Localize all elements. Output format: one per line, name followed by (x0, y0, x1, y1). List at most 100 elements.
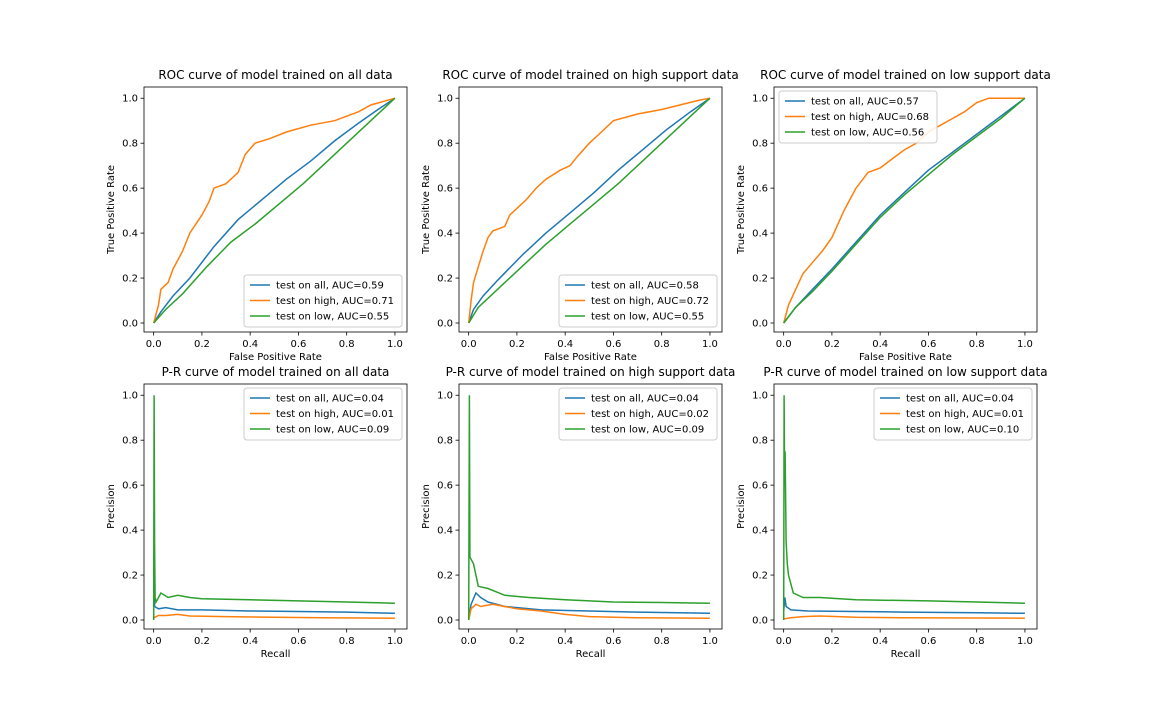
legend-box (778, 90, 938, 144)
x-axis-label: Recall (261, 649, 291, 660)
x-tick-label: 0.6 (290, 339, 306, 350)
x-tick-label: 0.2 (824, 636, 840, 647)
chart-title: P-R curve of model trained on all data (162, 365, 390, 379)
y-axis-label: True Positive Rate (421, 165, 432, 255)
chart-panel-6: P-R curve of model trained on low suppor… (736, 365, 1048, 660)
legend: test on all, AUC=0.59 test on high, AUC=0… (243, 274, 403, 328)
y-tick-label: 0.6 (122, 481, 138, 492)
chart-title: P-R curve of model trained on low suppor… (763, 365, 1047, 379)
x-tick-label: 0.6 (605, 636, 621, 647)
series-line-low (153, 97, 396, 324)
x-tick-label: 0.2 (824, 339, 840, 350)
legend-entry: test on all, AUC=0.58 (591, 281, 699, 292)
y-tick-label: 0.0 (437, 616, 453, 627)
series-line-low (782, 395, 1025, 621)
y-tick-label: 0.4 (122, 229, 138, 240)
legend-entry: test on low, AUC=0.55 (276, 312, 389, 323)
x-tick-label: 0.4 (242, 339, 258, 350)
x-tick-label: 0.8 (654, 636, 670, 647)
legend-box (873, 387, 1033, 441)
x-tick-label: 0.8 (969, 636, 985, 647)
legend: test on all, AUC=0.57 test on high, AUC=0… (778, 90, 938, 144)
chart-title: P-R curve of model trained on high suppo… (446, 365, 736, 379)
x-tick-label: 0.0 (146, 636, 162, 647)
y-tick-label: 1.0 (437, 391, 453, 402)
chart-panel-5: P-R curve of model trained on high suppo… (421, 365, 735, 660)
y-tick-label: 0.2 (122, 571, 138, 582)
x-tick-label: 0.6 (290, 636, 306, 647)
x-tick-label: 0.8 (969, 339, 985, 350)
chart-panel-1: ROC curve of model trained on all data 0.… (106, 68, 408, 363)
y-tick-label: 0.0 (122, 616, 138, 627)
series-line-low (468, 97, 711, 324)
series-line-all (153, 97, 396, 324)
legend-entry: test on all, AUC=0.59 (276, 281, 384, 292)
y-tick-label: 0.8 (752, 436, 768, 447)
y-tick-label: 0.6 (752, 184, 768, 195)
legend: test on all, AUC=0.04 test on high, AUC=0… (243, 387, 403, 441)
y-tick-label: 1.0 (437, 94, 453, 105)
axes-frame (773, 383, 1038, 630)
x-tick-label: 0.0 (461, 339, 477, 350)
x-tick-label: 0.2 (194, 339, 210, 350)
axes-frame (458, 86, 723, 333)
series-line-high (467, 603, 710, 621)
x-axis-label: Recall (576, 649, 606, 660)
legend-box (558, 387, 718, 441)
x-tick-label: 0.0 (776, 636, 792, 647)
x-tick-label: 1.0 (387, 339, 403, 350)
axes-frame (458, 383, 723, 630)
y-tick-label: 0.8 (437, 139, 453, 150)
x-tick-label: 1.0 (702, 636, 718, 647)
legend-box (243, 274, 403, 328)
x-tick-label: 1.0 (1017, 339, 1033, 350)
legend-entry: test on all, AUC=0.04 (906, 394, 1014, 405)
legend-entry: test on high, AUC=0.02 (591, 409, 709, 420)
legend-entry: test on low, AUC=0.10 (906, 425, 1019, 436)
y-tick-label: 0.0 (122, 319, 138, 330)
legend-entry: test on high, AUC=0.01 (906, 409, 1024, 420)
legend-entry: test on all, AUC=0.04 (591, 394, 699, 405)
y-tick-label: 0.4 (752, 229, 768, 240)
legend-entry: test on high, AUC=0.72 (591, 296, 709, 307)
x-tick-label: 0.2 (509, 339, 525, 350)
x-tick-label: 0.6 (605, 339, 621, 350)
axes-frame (773, 86, 1038, 333)
series-line-low (467, 395, 710, 621)
y-tick-label: 0.4 (437, 229, 453, 240)
y-tick-label: 0.8 (122, 436, 138, 447)
y-axis-label: Precision (736, 484, 747, 529)
series-line-high (153, 613, 395, 619)
x-axis-label: False Positive Rate (229, 352, 322, 363)
y-tick-label: 0.6 (437, 184, 453, 195)
series-line-high (467, 97, 711, 324)
x-tick-label: 0.8 (339, 636, 355, 647)
legend-entry: test on all, AUC=0.57 (811, 97, 919, 108)
y-tick-label: 0.2 (122, 274, 138, 285)
x-tick-label: 0.0 (776, 339, 792, 350)
y-tick-label: 0.4 (752, 526, 768, 537)
legend-entry: test on high, AUC=0.71 (276, 296, 394, 307)
chart-title: ROC curve of model trained on high suppo… (442, 68, 738, 82)
y-tick-label: 1.0 (752, 94, 768, 105)
chart-panel-3: ROC curve of model trained on low suppor… (736, 68, 1051, 363)
y-axis-label: True Positive Rate (736, 165, 747, 255)
x-tick-label: 0.6 (920, 339, 936, 350)
legend: test on all, AUC=0.04 test on high, AUC=0… (873, 387, 1033, 441)
x-tick-label: 0.0 (146, 339, 162, 350)
series-line-high (782, 97, 1025, 324)
series-line-high (152, 97, 396, 324)
axes-frame (143, 383, 408, 630)
series-line-all (782, 597, 1025, 615)
y-tick-label: 0.2 (752, 274, 768, 285)
y-axis-label: True Positive Rate (106, 165, 117, 255)
x-tick-label: 0.8 (654, 339, 670, 350)
x-tick-label: 0.4 (557, 339, 573, 350)
y-tick-label: 0.8 (752, 139, 768, 150)
y-tick-label: 1.0 (752, 391, 768, 402)
y-tick-label: 0.8 (122, 139, 138, 150)
y-tick-label: 0.0 (437, 319, 453, 330)
x-tick-label: 0.8 (339, 339, 355, 350)
y-tick-label: 0.0 (752, 616, 768, 627)
